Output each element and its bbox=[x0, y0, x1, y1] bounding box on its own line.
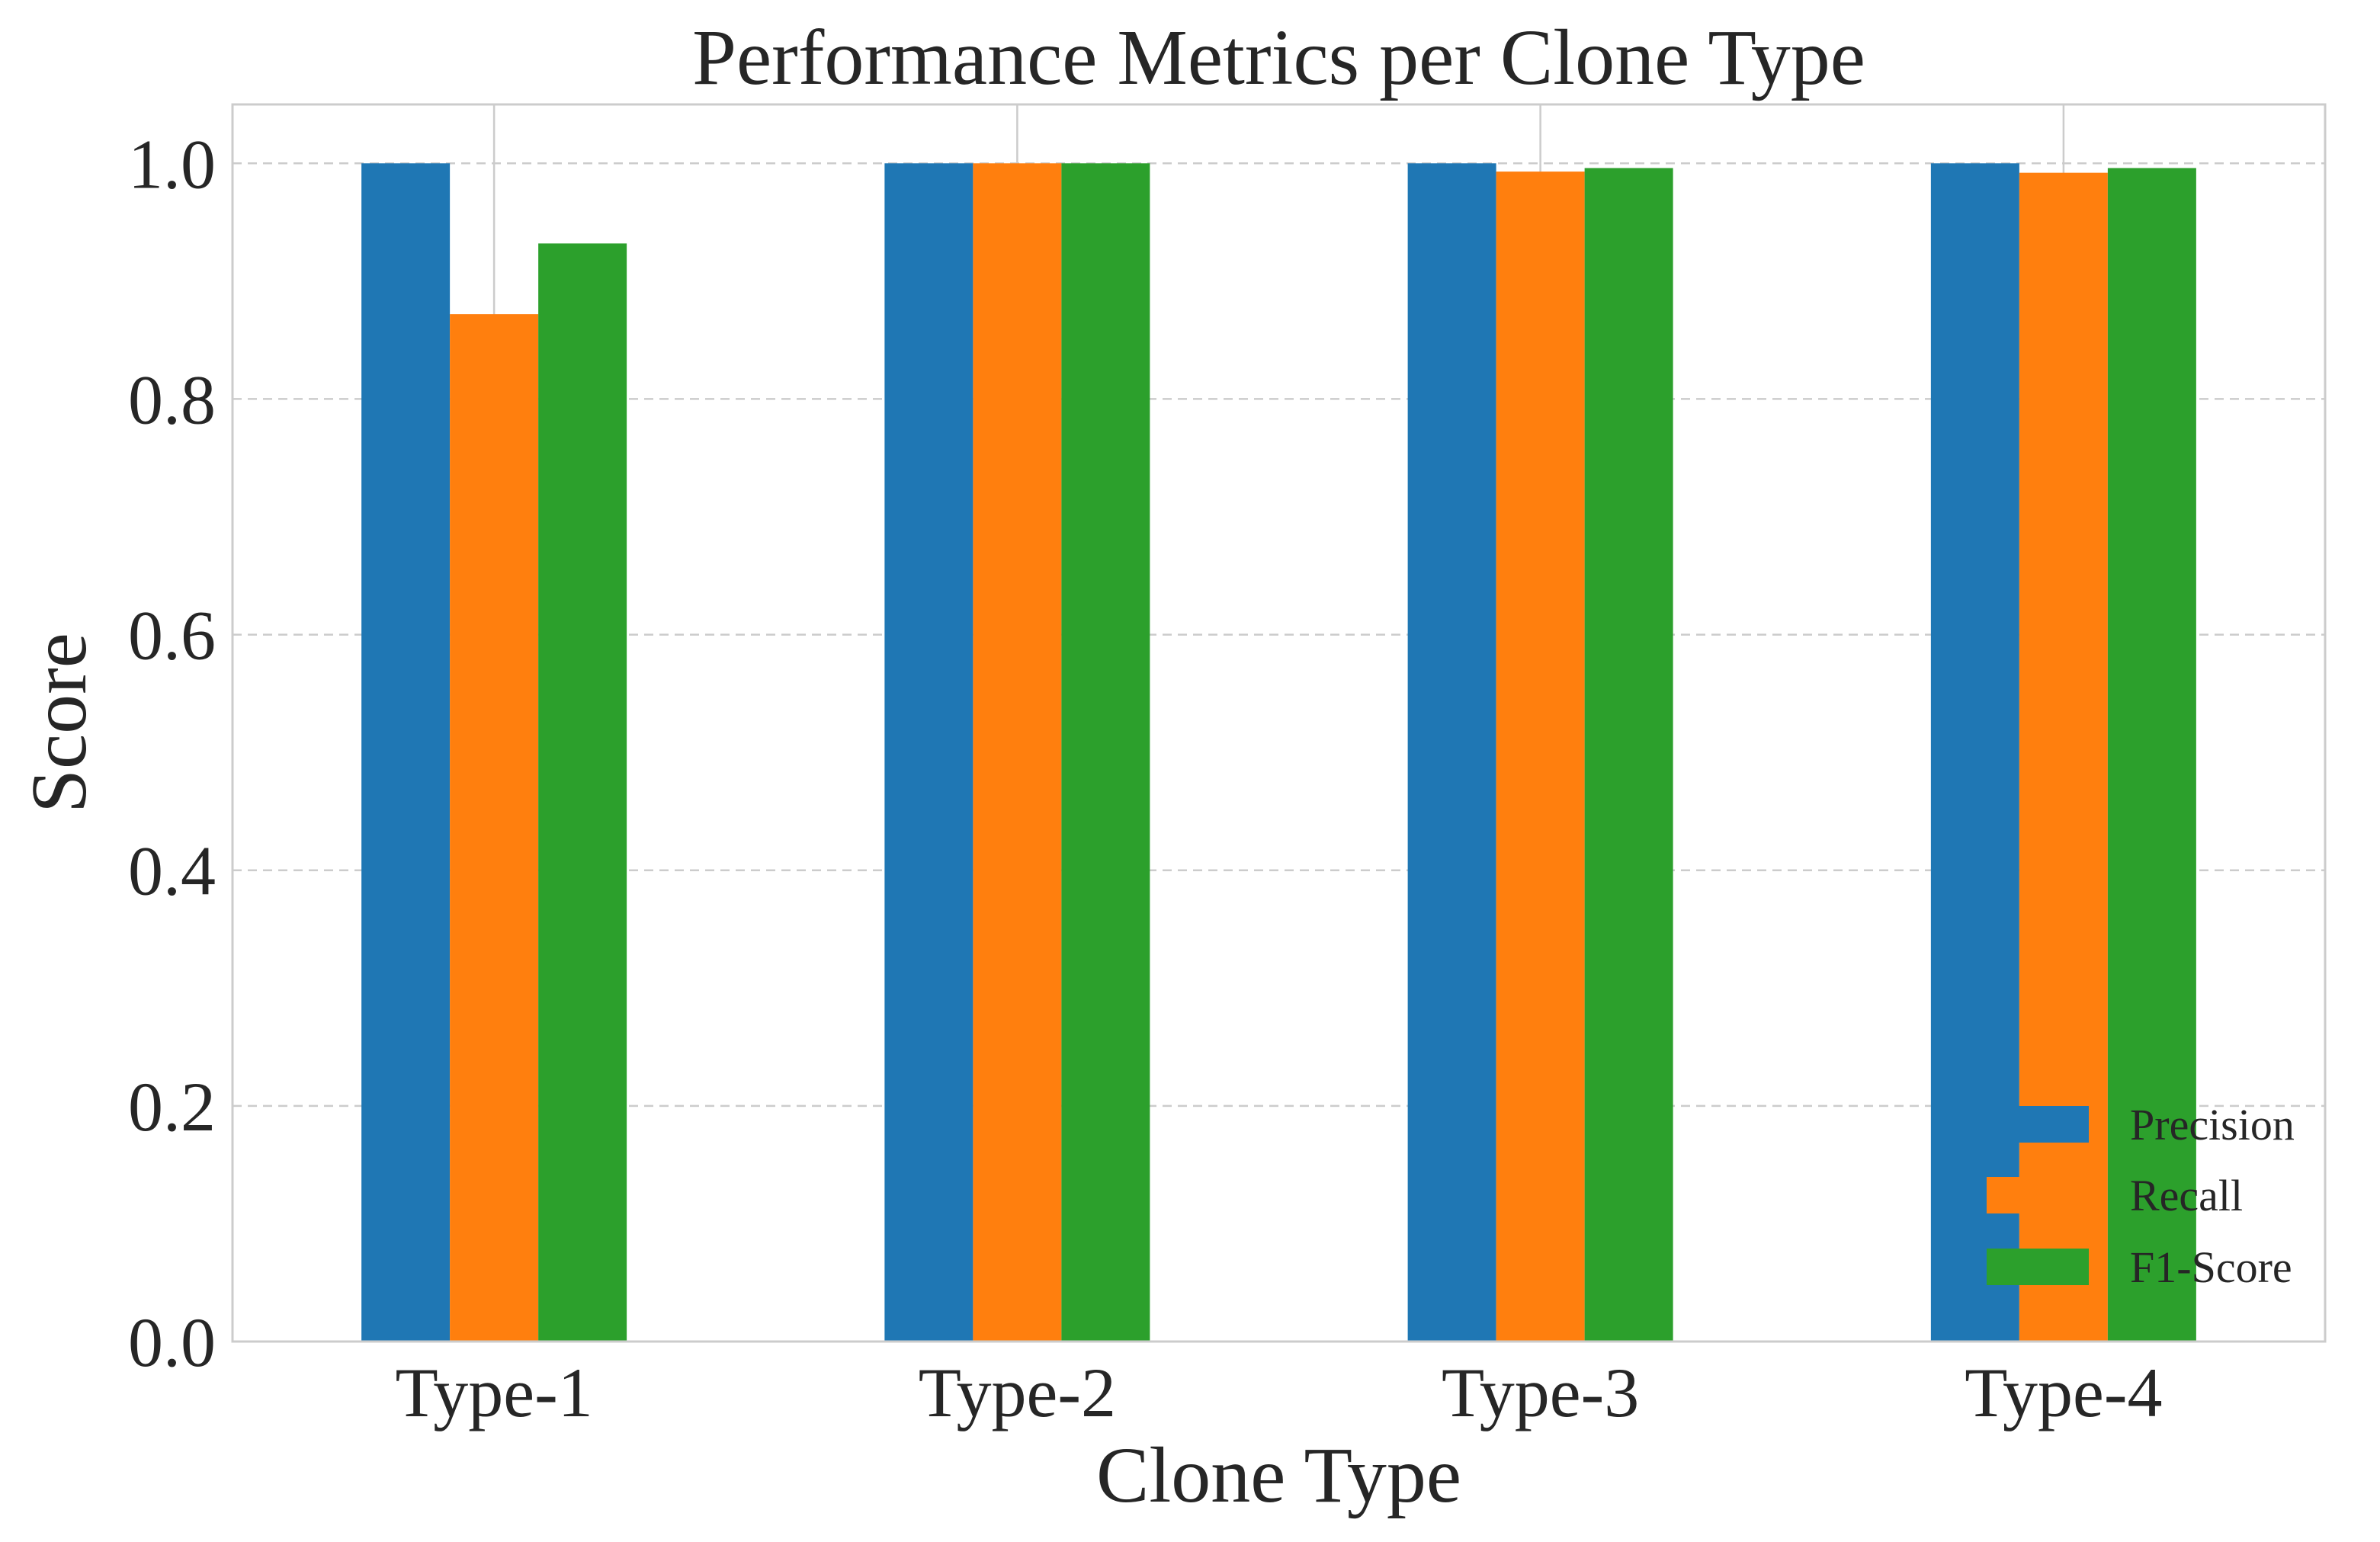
bar-f1-score-type-4 bbox=[2107, 168, 2196, 1342]
bar-f1-score-type-2 bbox=[1061, 163, 1150, 1342]
legend-label: Recall bbox=[2130, 1171, 2243, 1220]
bars bbox=[361, 163, 2196, 1342]
bar-f1-score-type-1 bbox=[538, 243, 627, 1342]
bar-recall-type-1 bbox=[450, 314, 539, 1342]
bar-precision-type-2 bbox=[884, 163, 973, 1342]
x-tick-label: Type-1 bbox=[396, 1354, 593, 1431]
legend-label: Precision bbox=[2130, 1100, 2295, 1149]
bar-f1-score-type-3 bbox=[1584, 168, 1673, 1342]
bar-precision-type-4 bbox=[1930, 163, 2019, 1342]
y-tick-label: 1.0 bbox=[128, 125, 216, 203]
y-tick-label: 0.2 bbox=[128, 1068, 216, 1146]
x-tick-label: Type-2 bbox=[919, 1354, 1116, 1431]
x-axis-title: Clone Type bbox=[1096, 1431, 1461, 1519]
legend-swatch bbox=[1987, 1177, 2089, 1213]
y-tick-label: 0.6 bbox=[128, 597, 216, 675]
x-tick-label: Type-4 bbox=[1965, 1354, 2162, 1431]
y-axis-ticks: 0.0 0.2 0.4 0.6 0.8 1.0 bbox=[128, 125, 216, 1381]
legend-swatch bbox=[1987, 1249, 2089, 1285]
bar-recall-type-4 bbox=[2019, 172, 2108, 1342]
x-tick-label: Type-3 bbox=[1442, 1354, 1639, 1431]
bar-precision-type-1 bbox=[361, 163, 451, 1342]
plot-frame bbox=[231, 103, 2327, 1343]
bar-precision-type-3 bbox=[1407, 163, 1496, 1342]
y-tick-label: 0.4 bbox=[128, 832, 216, 910]
y-tick-label: 0.8 bbox=[128, 361, 216, 438]
x-axis-ticks: Type-1 Type-2 Type-3 Type-4 bbox=[396, 1354, 2163, 1431]
legend-swatch bbox=[1987, 1106, 2089, 1143]
bar-recall-type-3 bbox=[1496, 172, 1585, 1342]
y-tick-label: 0.0 bbox=[128, 1303, 216, 1381]
legend-label: F1-Score bbox=[2130, 1242, 2292, 1292]
legend: Precision Recall F1-Score bbox=[1987, 1100, 2295, 1292]
bar-recall-type-2 bbox=[973, 163, 1062, 1342]
y-axis-title: Score bbox=[15, 633, 103, 813]
chart-title: Performance Metrics per Clone Type bbox=[692, 14, 1865, 101]
